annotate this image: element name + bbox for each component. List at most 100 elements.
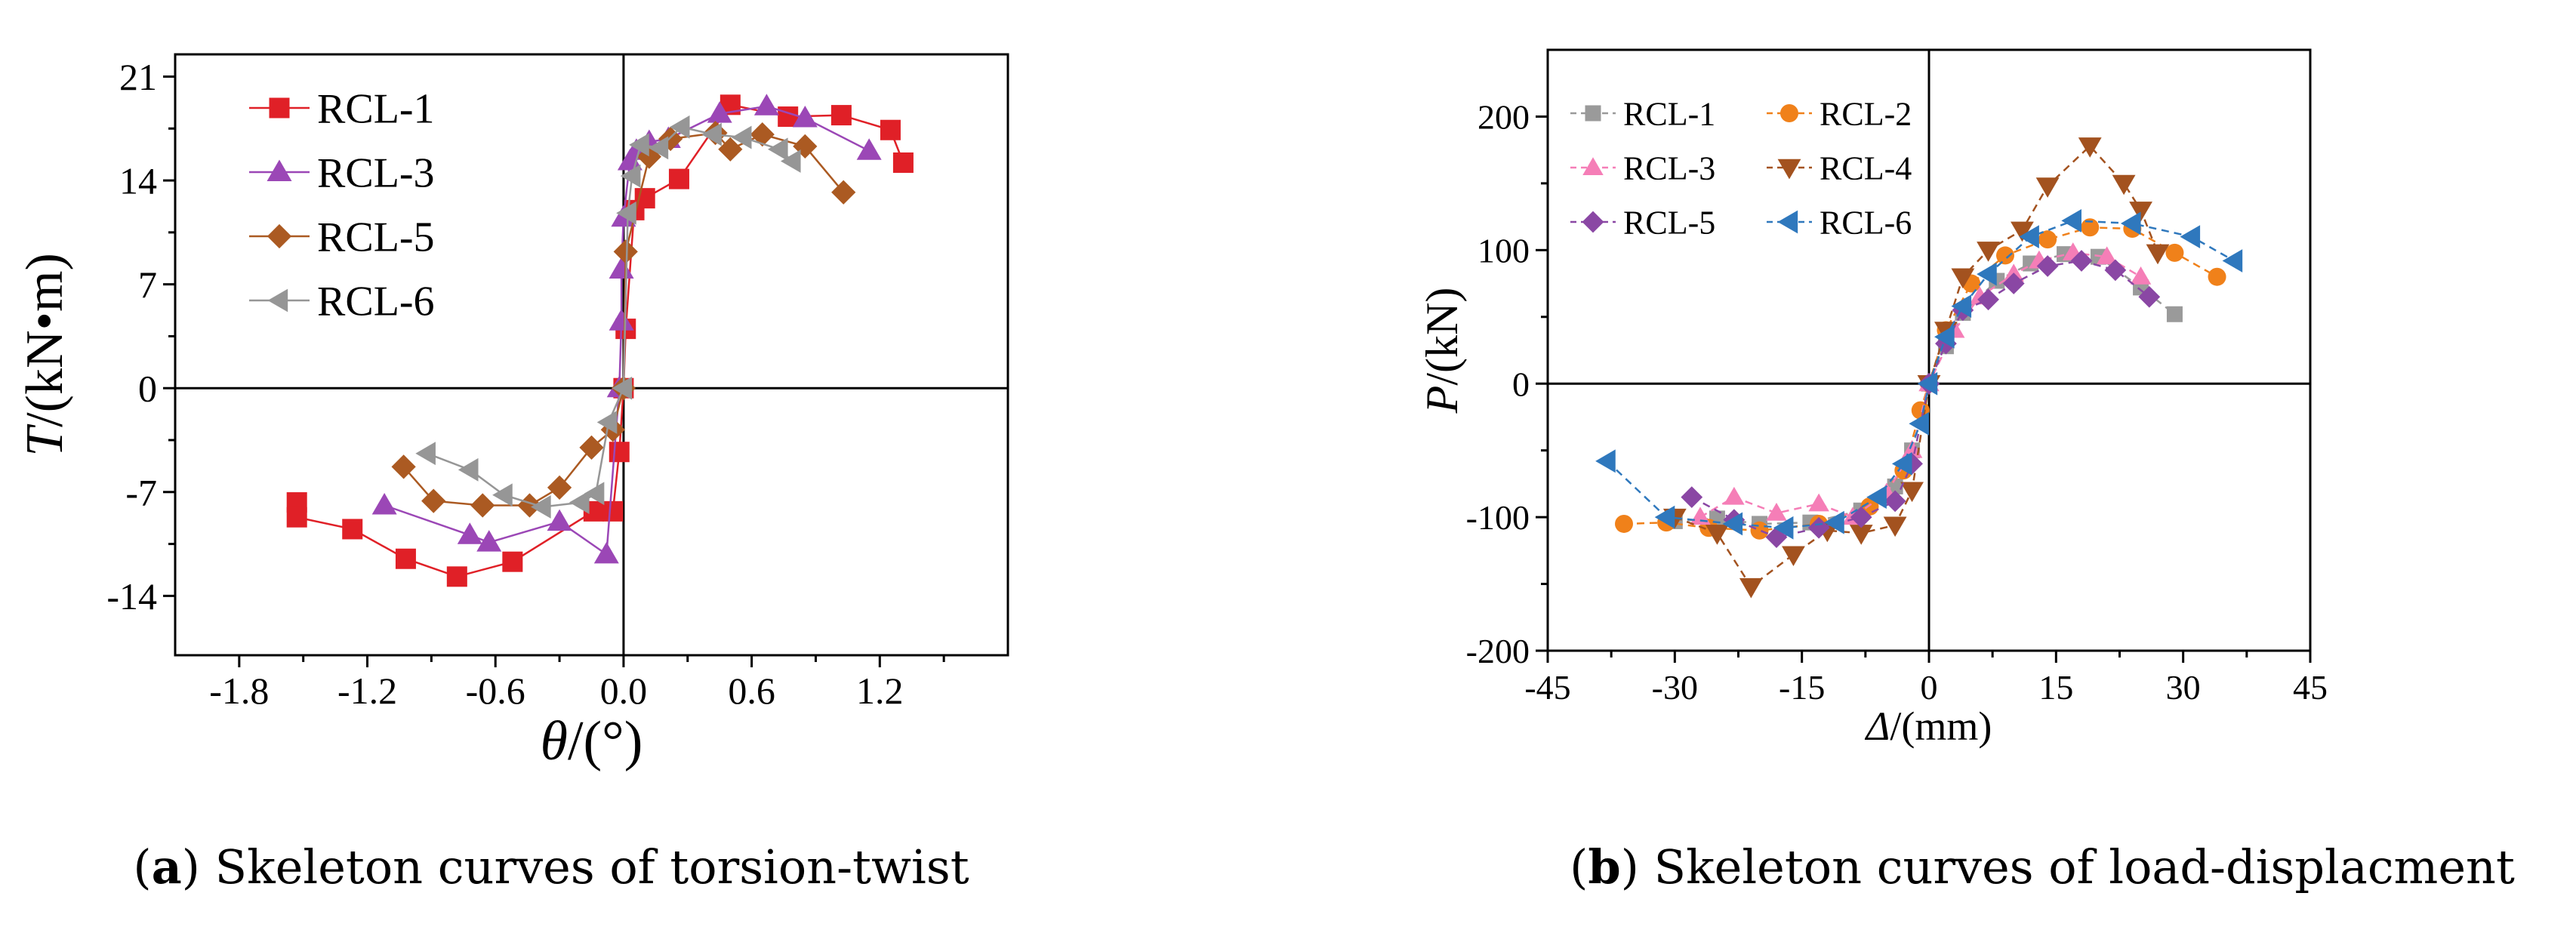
- data-point: [1934, 325, 1955, 349]
- legend-marker: [1780, 104, 1798, 122]
- data-point: [1977, 262, 1997, 286]
- data-point: [547, 509, 572, 531]
- data-point: [731, 125, 752, 149]
- data-point: [1900, 482, 1924, 503]
- series-line: [1606, 220, 2235, 529]
- legend-label: RCL-3: [1623, 149, 1715, 186]
- series-line: [1691, 260, 2150, 538]
- x-tick-label: 45: [2293, 668, 2328, 707]
- data-point: [1887, 478, 1903, 494]
- series-rcl-6: [415, 115, 801, 519]
- legend-label: RCL-3: [317, 150, 435, 197]
- data-point: [2138, 285, 2161, 308]
- data-point: [609, 442, 630, 463]
- data-point: [2061, 209, 2081, 232]
- legend-label: RCL-2: [1820, 95, 1912, 132]
- data-point: [831, 180, 856, 205]
- data-point: [718, 137, 743, 162]
- series-rcl-5: [1681, 250, 2161, 549]
- legend-marker: [267, 288, 288, 313]
- data-point: [457, 522, 482, 544]
- data-point: [613, 239, 638, 264]
- data-point: [616, 201, 636, 225]
- data-point: [1808, 493, 1829, 512]
- data-point: [2081, 218, 2100, 237]
- legend-marker: [1777, 159, 1801, 180]
- x-axis-label-unit: /(mm): [1890, 704, 1992, 749]
- y-axis-label-var: T: [16, 423, 74, 457]
- data-point: [669, 115, 690, 139]
- data-point: [612, 376, 633, 400]
- data-point: [502, 551, 523, 572]
- data-point: [2208, 267, 2226, 286]
- data-point: [2038, 230, 2057, 249]
- data-point: [1750, 521, 1769, 540]
- data-point: [1883, 516, 1907, 537]
- data-point: [880, 119, 901, 140]
- data-point: [1850, 506, 1872, 528]
- data-point: [602, 500, 624, 522]
- data-point: [1866, 485, 1887, 509]
- x-tick-label: 0.0: [600, 670, 648, 712]
- y-tick-label: 0: [138, 368, 157, 410]
- data-point: [2129, 202, 2152, 222]
- data-point: [2180, 225, 2201, 249]
- data-point: [421, 488, 446, 513]
- x-tick-label: 15: [2038, 668, 2073, 707]
- data-point: [2120, 211, 2141, 236]
- data-point: [286, 507, 307, 528]
- data-point: [2104, 259, 2127, 282]
- data-point: [1917, 371, 1938, 396]
- data-point: [1654, 505, 1675, 529]
- data-point: [2019, 225, 2039, 249]
- x-tick-label: -30: [1652, 668, 1698, 707]
- data-point: [342, 519, 363, 540]
- data-point: [2165, 243, 2184, 262]
- x-tick-label: 1.2: [856, 670, 904, 712]
- data-point: [609, 257, 634, 279]
- series-line: [1674, 144, 2159, 588]
- data-point: [892, 152, 914, 173]
- x-tick-label: -0.6: [466, 670, 525, 712]
- data-point: [395, 548, 416, 569]
- data-point: [2130, 266, 2152, 285]
- series-rcl-6: [1595, 209, 2243, 540]
- data-point: [458, 457, 479, 482]
- data-point: [1595, 449, 1616, 473]
- y-tick-label: 21: [119, 56, 157, 98]
- legend-marker: [1582, 157, 1604, 175]
- data-point: [2002, 273, 2025, 294]
- x-axis-label-var: θ: [541, 710, 568, 772]
- legend-label: RCL-6: [1820, 204, 1912, 241]
- data-point: [792, 106, 818, 128]
- data-point: [2222, 249, 2243, 273]
- data-point: [668, 168, 689, 189]
- data-point: [2146, 244, 2170, 265]
- data-point: [2011, 221, 2034, 242]
- legend: RCL-1 RCL-2 RCL-3 RCL-4 RCL-5 RCL-6: [1570, 95, 1912, 241]
- legend-marker: [267, 223, 292, 249]
- series-rcl-4: [1662, 137, 2170, 599]
- legend-marker: [1585, 105, 1601, 122]
- y-tick-label: 7: [138, 263, 157, 306]
- data-point: [1824, 510, 1844, 534]
- y-axis-label-unit: /(kN•m): [16, 253, 74, 427]
- data-point: [753, 94, 779, 115]
- data-point: [1996, 246, 2014, 265]
- x-tick-label: -15: [1779, 668, 1825, 707]
- y-axis-label-var: P: [1417, 386, 1467, 414]
- data-point: [371, 492, 397, 515]
- data-point: [2070, 250, 2093, 272]
- data-point: [569, 491, 590, 514]
- data-point: [470, 493, 495, 518]
- data-point: [596, 411, 618, 434]
- x-axis-label-unit: /(°): [568, 710, 642, 772]
- y-axis-label: P/(kN): [1417, 288, 1467, 414]
- legend-label: RCL-5: [1623, 204, 1715, 241]
- x-axis-label-var: Δ: [1865, 704, 1890, 749]
- x-tick-label: 0.6: [728, 670, 775, 712]
- legend-marker: [1777, 210, 1798, 234]
- data-point: [1724, 486, 1745, 505]
- y-tick-label: 0: [1512, 365, 1530, 403]
- data-point: [476, 530, 502, 552]
